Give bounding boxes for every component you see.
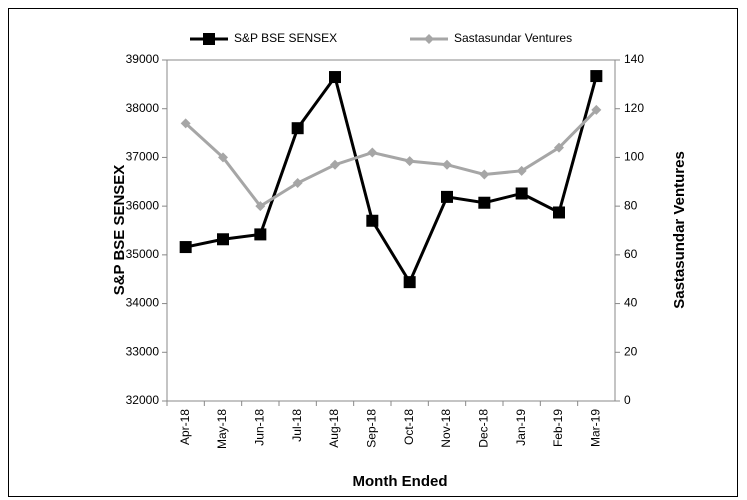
x-tick-label: Nov-18 (439, 409, 453, 448)
x-tick-label: Jul-18 (290, 409, 304, 442)
marker (218, 152, 228, 163)
marker (590, 70, 603, 83)
x-tick-label: Jun-18 (253, 409, 267, 446)
y-tick-label: 36000 (126, 198, 160, 212)
marker (553, 206, 565, 219)
x-tick-label: Sep-18 (365, 409, 379, 448)
x-tick-label: Apr-18 (178, 409, 192, 445)
y2-tick-label: 60 (624, 247, 638, 261)
y-tick-label: 33000 (126, 344, 160, 358)
y-axis-title: S&P BSE SENSEX (111, 165, 128, 296)
marker (515, 187, 528, 200)
marker (329, 71, 341, 84)
marker (217, 233, 229, 246)
legend-label: S&P BSE SENSEX (234, 31, 337, 45)
marker (179, 241, 192, 254)
y2-tick-label: 0 (624, 393, 631, 407)
legend-label: Sastasundar Ventures (454, 31, 572, 45)
marker (403, 276, 416, 289)
marker (180, 118, 191, 129)
x-tick-label: Jan-19 (514, 409, 528, 446)
marker (478, 196, 491, 209)
x-axis-title: Month Ended (353, 473, 448, 490)
marker (591, 104, 602, 115)
legend-marker (203, 33, 215, 45)
y2-tick-label: 40 (624, 296, 638, 310)
y2-tick-label: 20 (624, 344, 638, 358)
y-tick-label: 34000 (126, 296, 160, 310)
y-tick-label: 38000 (126, 101, 160, 115)
y2-tick-label: 120 (624, 101, 644, 115)
y2-axis-title: Sastasundar Ventures (671, 151, 688, 309)
y-tick-label: 35000 (126, 247, 160, 261)
marker (479, 169, 490, 180)
marker (554, 142, 564, 153)
series-line (185, 73, 598, 286)
x-tick-label: Mar-19 (589, 409, 603, 447)
y2-tick-label: 80 (624, 198, 638, 212)
y-tick-label: 37000 (126, 150, 160, 164)
marker (442, 159, 452, 170)
marker (366, 214, 379, 227)
marker (330, 159, 340, 170)
y2-tick-label: 140 (624, 52, 644, 66)
marker (255, 201, 266, 212)
marker (292, 178, 303, 189)
x-tick-label: Oct-18 (402, 409, 416, 445)
x-tick-label: Feb-19 (551, 409, 565, 447)
x-tick-label: Aug-18 (327, 409, 341, 448)
marker (404, 156, 415, 167)
y2-tick-label: 100 (624, 150, 644, 164)
x-tick-label: May-18 (215, 409, 229, 449)
legend-marker (424, 34, 434, 44)
marker (367, 147, 378, 158)
chart-border (8, 8, 738, 497)
series-line (184, 108, 598, 209)
marker (441, 190, 453, 203)
marker (291, 122, 304, 135)
marker (254, 228, 267, 241)
x-tick-label: Dec-18 (477, 409, 491, 448)
y-tick-label: 39000 (126, 52, 160, 66)
marker (516, 165, 527, 176)
y-tick-label: 32000 (126, 393, 160, 407)
